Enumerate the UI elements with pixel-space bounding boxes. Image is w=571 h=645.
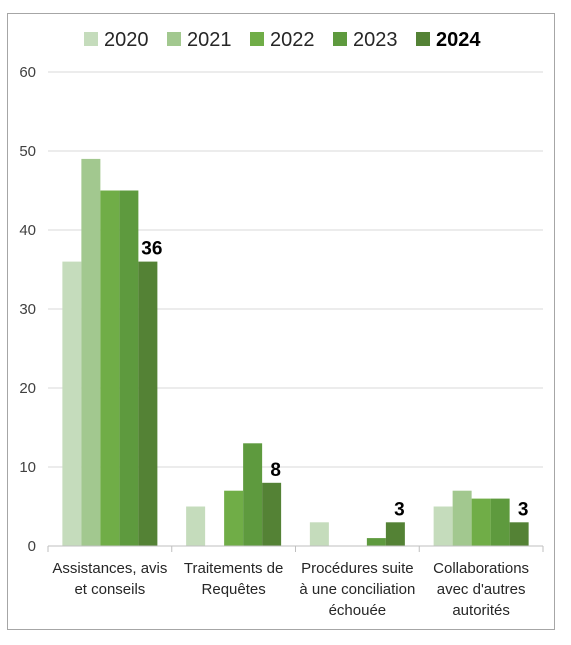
bar-2023	[119, 190, 139, 546]
legend-swatch	[250, 32, 264, 46]
legend: 2020 2021 2022 2023 2024	[84, 29, 481, 51]
legend-swatch	[84, 32, 98, 46]
data-label: 8	[270, 460, 281, 481]
category-label: avec d'autres	[437, 581, 526, 598]
legend-swatch	[416, 32, 430, 46]
category-labels: Assistances, avis et conseils Traitements …	[52, 560, 529, 619]
bar-2020	[186, 506, 206, 546]
legend-swatch	[333, 32, 347, 46]
bar-2020	[433, 506, 453, 546]
y-tick-label: 0	[28, 538, 36, 555]
category-label: Assistances, avis	[52, 560, 167, 577]
category-label: échouée	[329, 602, 387, 619]
bars	[62, 158, 529, 546]
y-tick-label: 50	[19, 143, 36, 160]
data-label: 3	[518, 499, 529, 520]
legend-swatch	[167, 32, 181, 46]
category-label: autorités	[452, 602, 510, 619]
category-label: Procédures suite	[301, 560, 414, 577]
y-tick-label: 30	[19, 301, 36, 318]
legend-label: 2021	[187, 29, 232, 51]
bar-2022	[100, 190, 120, 546]
y-tick-label: 10	[19, 459, 36, 476]
legend-label: 2022	[270, 29, 315, 51]
bar-2024	[138, 261, 158, 546]
y-axis-ticks: 0 10 20 30 40 50 60	[19, 64, 36, 555]
bar-2024	[509, 522, 529, 546]
category-label: Collaborations	[433, 560, 529, 577]
bar-2020	[309, 522, 329, 546]
legend-label: 2023	[353, 29, 398, 51]
y-tick-label: 60	[19, 64, 36, 81]
bar-2024	[262, 482, 282, 546]
data-label: 36	[141, 239, 162, 260]
bar-2023	[366, 538, 386, 546]
x-axis	[47, 545, 544, 552]
bar-2023	[490, 498, 510, 546]
bar-2021	[81, 158, 101, 546]
bar-2022	[471, 498, 491, 546]
legend-label: 2024	[436, 29, 481, 51]
data-label: 3	[394, 499, 405, 520]
data-labels: 36 8 3 3	[141, 239, 528, 521]
bar-2021	[452, 490, 472, 546]
bar-2024	[385, 522, 405, 546]
category-label: Traitements de	[184, 560, 284, 577]
y-tick-label: 20	[19, 380, 36, 397]
category-label: et conseils	[74, 581, 145, 598]
category-label: Requêtes	[202, 581, 266, 598]
legend-label: 2020	[104, 29, 149, 51]
bar-2020	[62, 261, 82, 546]
bar-2023	[243, 443, 263, 546]
bar-2022	[224, 490, 244, 546]
category-label: à une conciliation	[299, 581, 415, 598]
y-tick-label: 40	[19, 222, 36, 239]
